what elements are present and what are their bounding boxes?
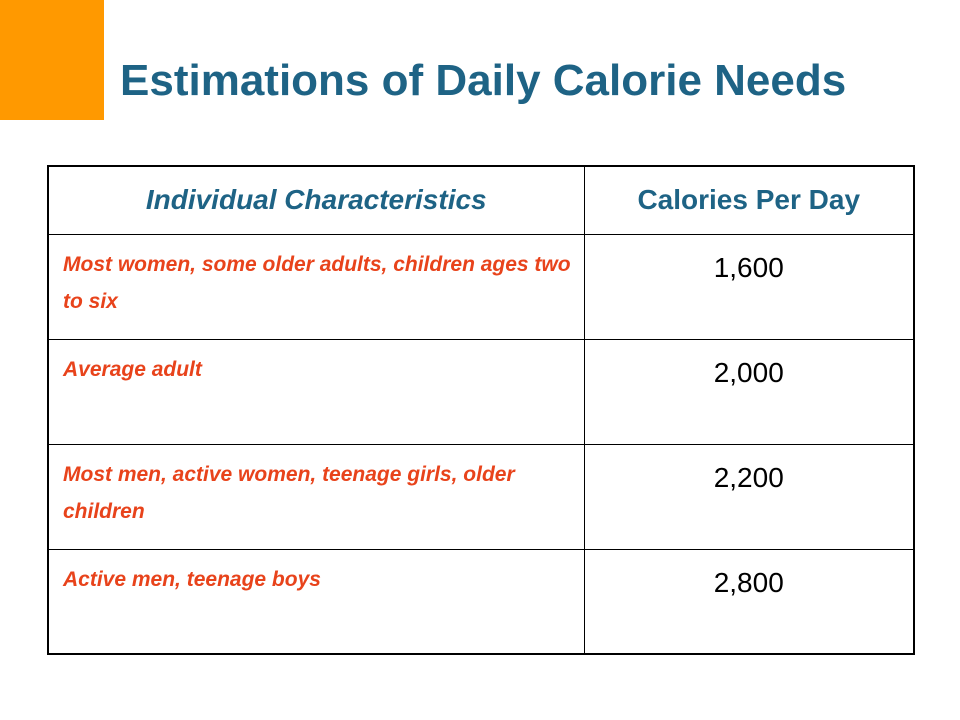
characteristics-cell: Active men, teenage boys [47,548,585,655]
characteristics-cell: Average adult [47,338,585,445]
characteristics-cell: Most women, some older adults, children … [47,233,585,340]
table-row: Most men, active women, teenage girls, o… [47,443,915,550]
table-header-row: Individual Characteristics Calories Per … [47,165,915,235]
calories-cell: 2,800 [583,548,915,655]
calorie-needs-table: Individual Characteristics Calories Per … [47,165,915,655]
characteristics-cell: Most men, active women, teenage girls, o… [47,443,585,550]
calories-cell: 2,000 [583,338,915,445]
table-row: Average adult 2,000 [47,338,915,445]
table-row: Most women, some older adults, children … [47,233,915,340]
header-calories-per-day: Calories Per Day [583,165,915,235]
slide-title: Estimations of Daily Calorie Needs [120,56,847,105]
calories-cell: 2,200 [583,443,915,550]
table-row: Active men, teenage boys 2,800 [47,548,915,655]
calories-cell: 1,600 [583,233,915,340]
header-individual-characteristics: Individual Characteristics [47,165,585,235]
orange-accent-square [0,0,104,120]
